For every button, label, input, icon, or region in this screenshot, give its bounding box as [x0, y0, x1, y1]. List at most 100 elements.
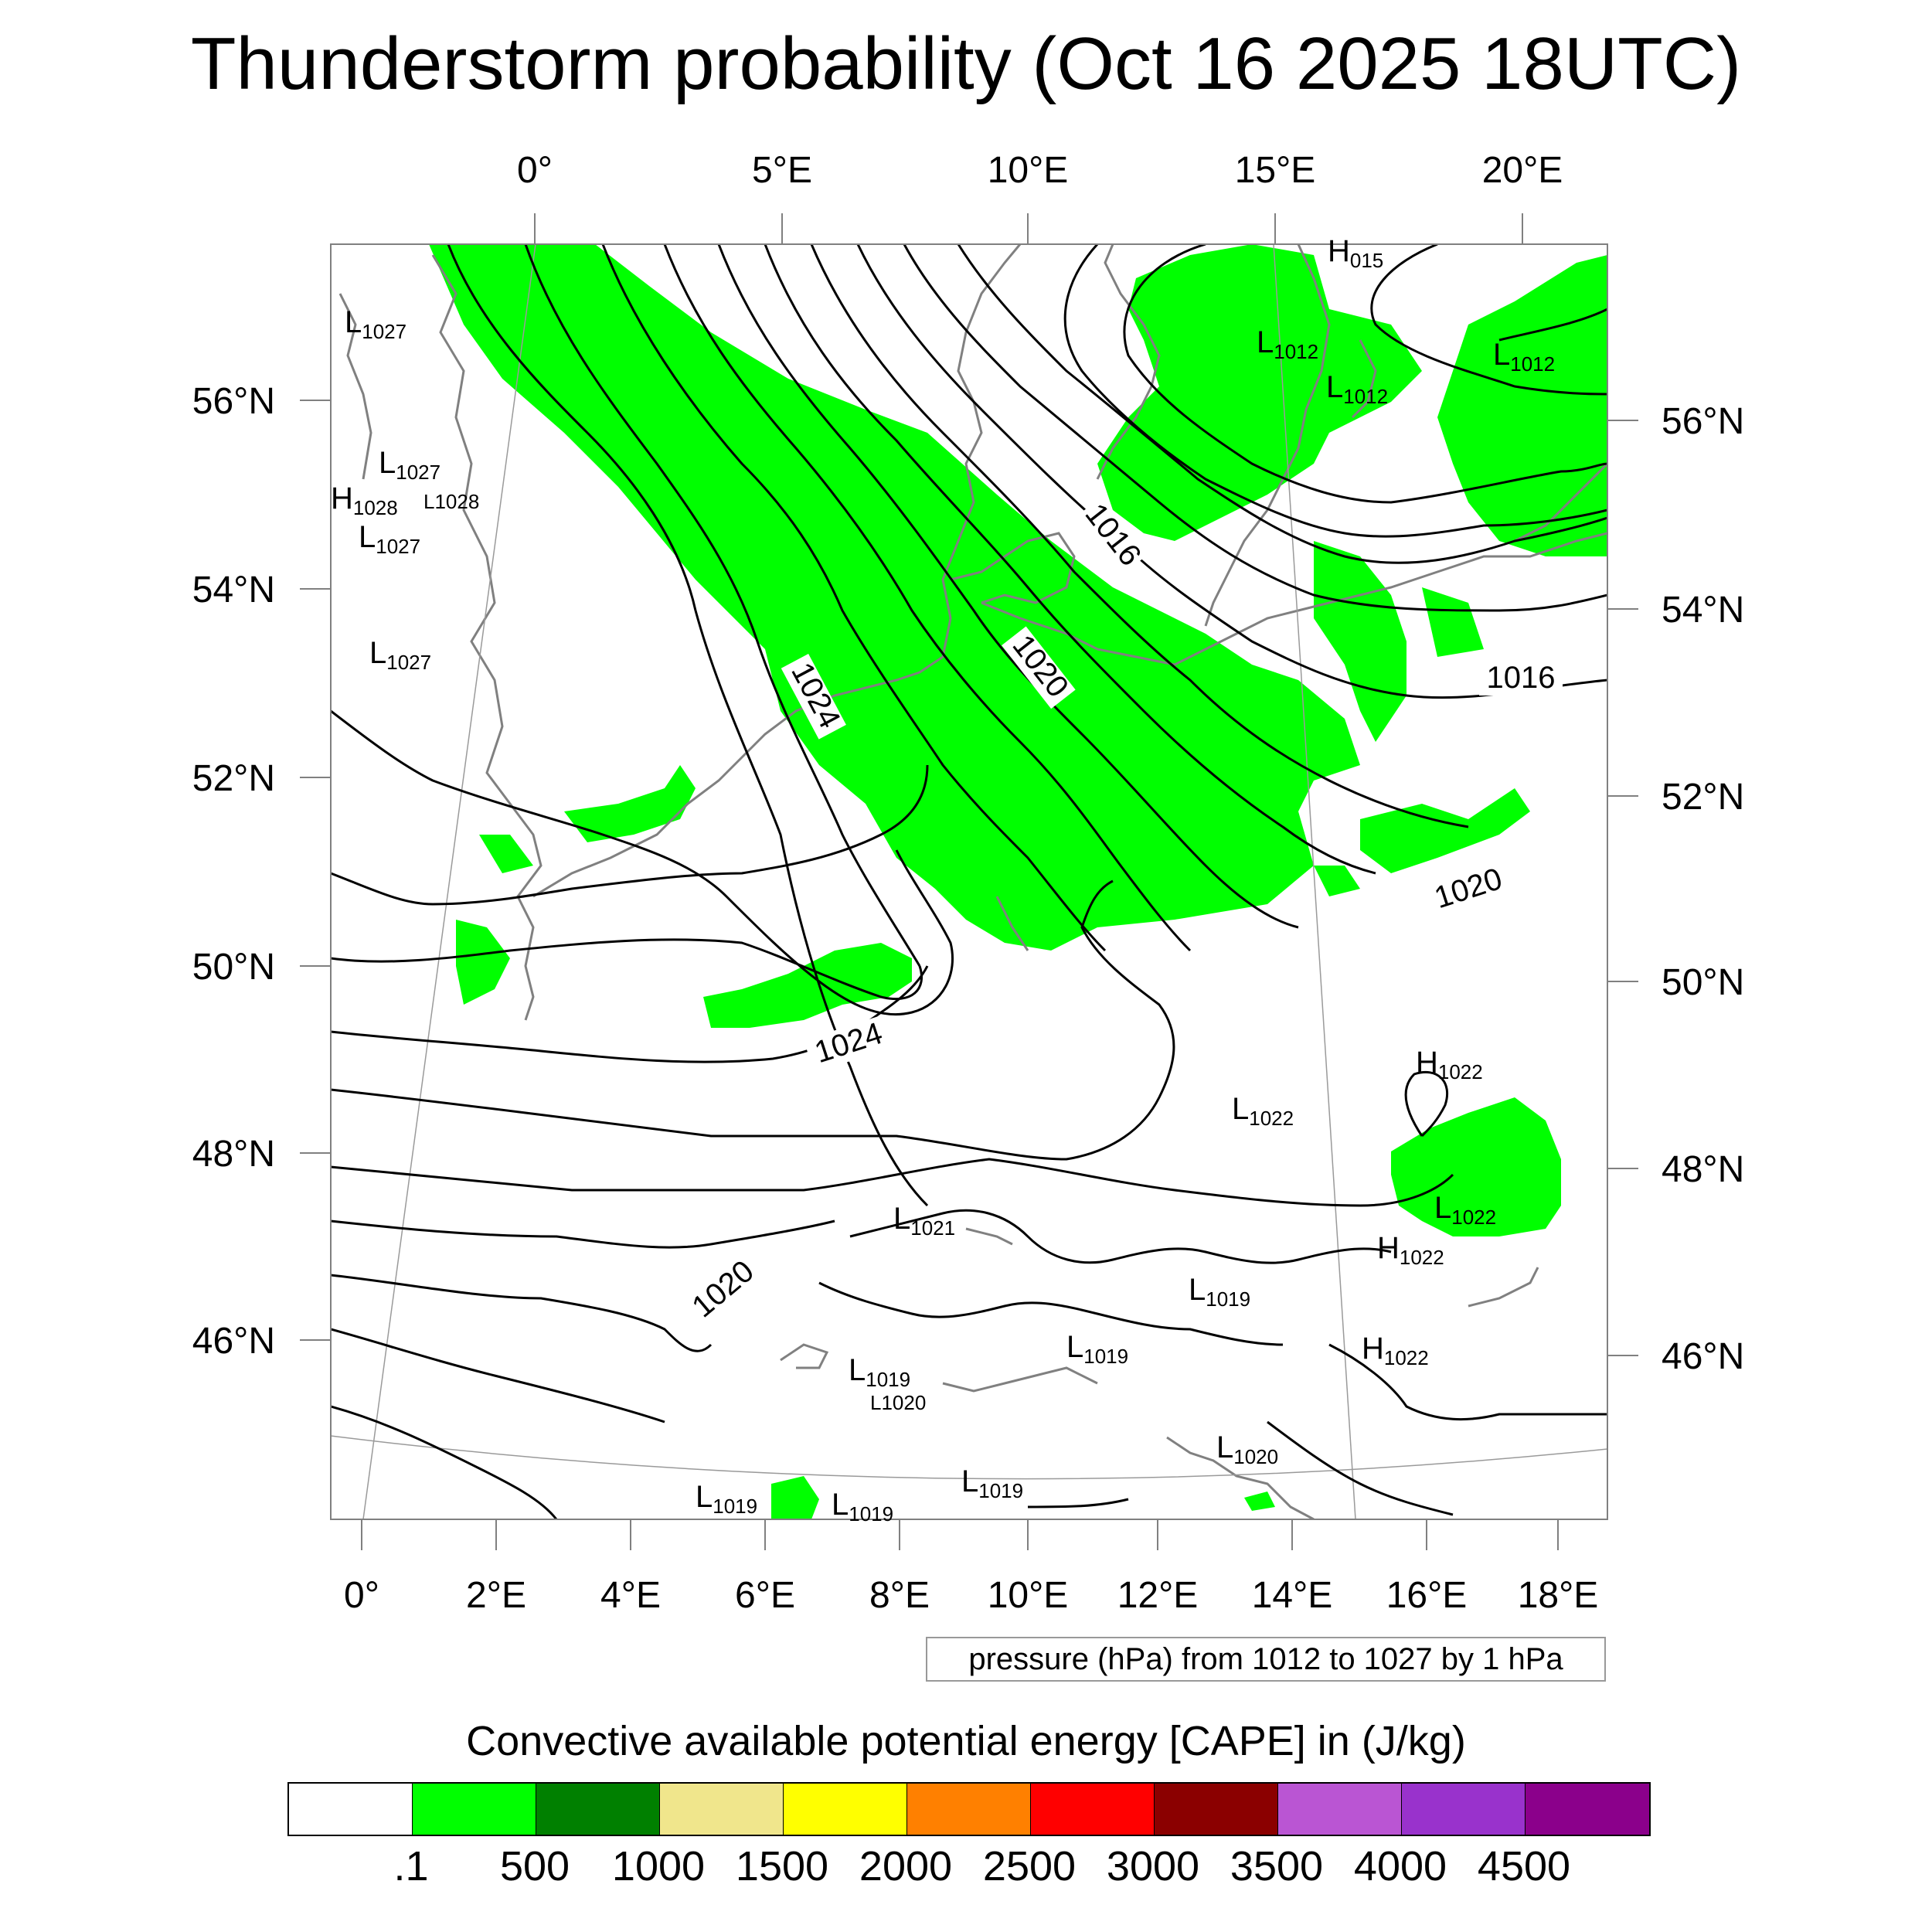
colorbar-label: 2500: [982, 1843, 1077, 1889]
cape-west: [564, 765, 696, 842]
colorbar-box: [1402, 1784, 1526, 1835]
pressure-center: L1012: [1493, 338, 1555, 376]
top-lon-label: 10°E: [988, 150, 1069, 191]
isobar-label: 1020: [1430, 862, 1506, 915]
cape-france-north: [703, 943, 912, 1028]
cape-south-small: [1244, 1492, 1275, 1511]
pressure-center: L1019: [1066, 1330, 1128, 1368]
bottom-lon-label: 0°: [344, 1575, 379, 1616]
colorbar-label: 1500: [735, 1843, 829, 1889]
left-lat-label: 46°N: [192, 1321, 275, 1362]
cape-northeast: [1437, 255, 1607, 556]
bottom-lon-label: 14°E: [1252, 1575, 1333, 1616]
coast-lakes-2: [965, 1227, 1013, 1246]
coast-italy-north: [942, 1366, 1098, 1393]
top-lon-label: 5°E: [752, 150, 812, 191]
colorbar-box: [536, 1784, 660, 1835]
contour-info-box: pressure (hPa) from 1012 to 1027 by 1 hP…: [926, 1637, 1606, 1682]
coast-baltic-east: [1514, 462, 1607, 543]
colorbar-label: 1000: [611, 1843, 706, 1889]
pressure-center: L1022: [1232, 1092, 1294, 1130]
left-axis-labels: 56°N 54°N 52°N 50°N 48°N 46°N: [192, 381, 275, 1362]
cape-hungary: [1391, 1097, 1561, 1236]
coast-lakes-4: [995, 896, 1029, 951]
coast-sweden: [1096, 244, 1161, 480]
pressure-center: L1019: [1189, 1273, 1250, 1311]
coast-gotland: [1351, 339, 1377, 419]
pressure-center: L1027: [345, 305, 406, 343]
left-lat-label: 50°N: [192, 947, 275, 988]
pressure-center: H1028: [331, 481, 398, 519]
bottom-lon-label: 16°E: [1386, 1575, 1468, 1616]
pressure-center: H1022: [1377, 1231, 1444, 1269]
colorbar-box: [907, 1784, 1031, 1835]
bottom-lon-label: 2°E: [466, 1575, 526, 1616]
map-title: Thunderstorm probability (Oct 16 2025 18…: [190, 22, 1742, 105]
colorbar-box: [1278, 1784, 1402, 1835]
colorbar-box: [1031, 1784, 1155, 1835]
cape-netherlands: [479, 835, 533, 873]
graticule: [331, 244, 1607, 1519]
pressure-center: L1019: [696, 1480, 757, 1518]
pressure-center: L1012: [1257, 325, 1318, 363]
coast-denmark: [950, 532, 1076, 604]
bottom-axis-labels: 0° 2°E 4°E 6°E 8°E 10°E 12°E 14°E 16°E 1…: [344, 1575, 1598, 1616]
left-lat-label: 54°N: [192, 570, 275, 611]
top-lon-label: 0°: [517, 150, 553, 191]
right-axis-labels: 56°N 54°N 52°N 50°N 48°N 46°N: [1662, 401, 1744, 1377]
coast-frame-west: [338, 293, 372, 480]
colorbar-label: 3500: [1230, 1843, 1324, 1889]
top-lon-label: 20°E: [1482, 150, 1563, 191]
left-lat-label: 48°N: [192, 1134, 275, 1175]
tick-marks: [300, 213, 1638, 1550]
bottom-lon-label: 18°E: [1518, 1575, 1599, 1616]
coast-adriatic: [1166, 1436, 1315, 1519]
pressure-center: L1021: [893, 1202, 955, 1240]
pressure-center: H015: [1328, 234, 1383, 272]
cape-north-sea-east: [1422, 587, 1484, 657]
colorbar-box: [413, 1784, 536, 1835]
right-lat-label: 48°N: [1662, 1149, 1744, 1190]
pressure-center: L1020: [870, 1391, 926, 1414]
bottom-lon-label: 12°E: [1117, 1575, 1199, 1616]
coast-lakes-1: [780, 1343, 829, 1369]
right-lat-label: 52°N: [1662, 777, 1744, 818]
pressure-center: L1028: [423, 490, 479, 513]
colorbar-label: 500: [499, 1843, 570, 1889]
colorbar-box: [1526, 1784, 1649, 1835]
coast-britain: [431, 254, 543, 1021]
pressure-center: L1019: [849, 1353, 910, 1391]
pressure-center: L1027: [369, 636, 431, 674]
coast-continent: [532, 244, 1022, 898]
cape-central-east: [1360, 788, 1530, 873]
right-lat-label: 50°N: [1662, 962, 1744, 1003]
colorbar-label: 3000: [1106, 1843, 1200, 1889]
coastlines: [338, 244, 1607, 1519]
pressure-center: L1019: [961, 1464, 1023, 1502]
pressure-center: L1027: [379, 446, 440, 484]
pressure-center: L1022: [1434, 1191, 1496, 1229]
cape-belgium: [456, 920, 510, 1005]
pressure-center: H1022: [1362, 1332, 1429, 1369]
top-lon-label: 15°E: [1235, 150, 1316, 191]
colorbar-label: 4500: [1477, 1843, 1571, 1889]
cape-poland-south: [1314, 866, 1360, 896]
pressure-center: L1027: [359, 520, 420, 558]
cape-shading: [429, 244, 1607, 1519]
cape-south: [771, 1476, 819, 1519]
pressure-center: L1019: [832, 1488, 893, 1526]
coast-lakes-3: [1468, 1267, 1539, 1308]
colorbar-label: 2000: [859, 1843, 953, 1889]
isobar-label: 1016: [1487, 661, 1556, 695]
colorbar-box: [289, 1784, 413, 1835]
bottom-lon-label: 4°E: [600, 1575, 661, 1616]
isobars: [331, 244, 1607, 1519]
colorbar: [287, 1782, 1651, 1836]
right-lat-label: 46°N: [1662, 1336, 1744, 1377]
cape-band-main: [429, 244, 1360, 951]
pressure-center: L1020: [1216, 1430, 1278, 1468]
top-axis-labels: 0° 5°E 10°E 15°E 20°E: [517, 150, 1563, 191]
left-lat-label: 56°N: [192, 381, 275, 422]
colorbar-label: .1: [393, 1843, 429, 1889]
